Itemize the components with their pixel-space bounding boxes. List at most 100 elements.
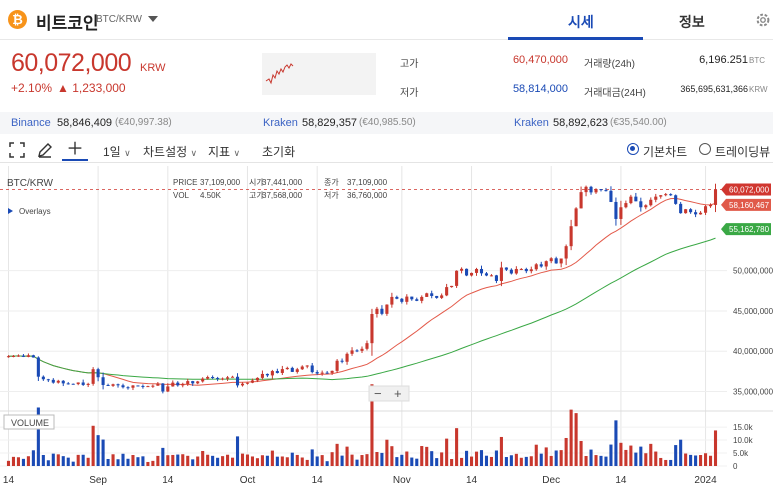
- legend-low-value: 36,760,000: [347, 191, 388, 200]
- candle-body: [235, 376, 240, 386]
- volume-bar: [450, 459, 454, 466]
- interval-label: 1일: [103, 145, 121, 159]
- candle-body: [36, 357, 40, 377]
- fullscreen-icon[interactable]: [8, 141, 26, 159]
- chevron-down-icon[interactable]: [146, 13, 160, 25]
- exchange-prices-bar: Binance 58,846,409 (€40,997.38) Kraken 5…: [0, 112, 773, 134]
- candle-body: [694, 212, 698, 215]
- candle-body: [415, 299, 419, 301]
- overlays-label[interactable]: Overlays: [19, 207, 51, 216]
- volume-bar: [544, 447, 548, 466]
- price-axis-tick: 50,000,000: [733, 267, 773, 276]
- volume-bar: [221, 456, 225, 466]
- exchange-price-eur: (€40,997.38): [115, 117, 172, 128]
- price-tag-box: [721, 223, 771, 236]
- candle-body: [395, 296, 399, 299]
- tradingview-label[interactable]: 트레이딩뷰: [715, 145, 771, 159]
- volume-bar: [713, 430, 718, 466]
- volume-bar: [370, 384, 374, 466]
- candle-body: [196, 381, 200, 384]
- chart-settings-menu[interactable]: 차트설정 ∨: [143, 143, 197, 160]
- price-axis-tick: 35,000,000: [733, 388, 773, 397]
- price-chart[interactable]: 50,000,000 45,000,000 40,000,000 35,000,000…: [0, 166, 773, 494]
- zoom-in-button[interactable]: +: [394, 386, 402, 401]
- volume-bar: [181, 454, 185, 466]
- candle-body: [350, 350, 354, 354]
- volume-bar: [245, 454, 250, 466]
- volume-bar: [315, 456, 319, 466]
- legend-high-value: 37,568,000: [262, 191, 303, 200]
- radio-tradingview[interactable]: [699, 143, 711, 155]
- candle-body: [400, 298, 404, 302]
- candle-body: [11, 355, 16, 357]
- zoom-controls-bg: [368, 385, 410, 402]
- exchange-name-kraken[interactable]: Kraken: [263, 117, 298, 129]
- volume-bar: [31, 450, 35, 466]
- zoom-controls: − +: [368, 385, 410, 402]
- gear-icon[interactable]: [754, 11, 772, 29]
- legend-high-label: 고가: [249, 191, 264, 200]
- candle-body: [420, 296, 424, 301]
- chart-grid: [0, 166, 773, 467]
- legend-low-label: 저가: [324, 191, 339, 200]
- candle-body: [589, 186, 593, 193]
- legend-vol-label: VOL: [173, 191, 190, 200]
- chart-symbol-label: BTC/KRW: [7, 178, 53, 189]
- exchange-name-binance[interactable]: Binance: [11, 117, 51, 129]
- radio-basic-chart[interactable]: [627, 143, 639, 155]
- volume-bar: [166, 455, 170, 466]
- candle-body: [649, 199, 653, 206]
- candle-body: [300, 366, 304, 370]
- exchange-name-kraken[interactable]: Kraken: [514, 117, 549, 129]
- volume-bar: [679, 439, 683, 466]
- tab-price[interactable]: 시세: [568, 14, 594, 30]
- candle-body: [161, 383, 165, 392]
- candle-body: [679, 203, 683, 214]
- chevron-down-icon: ∨: [233, 148, 241, 158]
- crosshair-icon[interactable]: [62, 139, 88, 161]
- volume-bar: [16, 457, 20, 466]
- pencil-icon[interactable]: [36, 141, 54, 159]
- tab-info[interactable]: 정보: [679, 14, 705, 30]
- volume-bar: [350, 454, 354, 466]
- volume-bar: [126, 458, 130, 466]
- candle-body: [226, 377, 230, 379]
- candle-body: [654, 196, 658, 200]
- volume-bar: [494, 450, 498, 466]
- candle-body: [684, 209, 688, 214]
- interval-select[interactable]: 1일 ∨: [103, 143, 131, 160]
- volume-bar: [345, 446, 349, 466]
- volume-bar: [604, 456, 608, 466]
- candle-body: [290, 367, 294, 372]
- candle-body: [380, 308, 384, 314]
- candle-body: [604, 190, 608, 192]
- volume-bar: [599, 455, 603, 466]
- volume-bar: [206, 454, 210, 466]
- price-tags: 60,072,000 58,160,467 55,162,780: [721, 183, 771, 236]
- volume-bar: [240, 453, 245, 466]
- candle-body: [425, 293, 429, 297]
- candle-body: [494, 275, 498, 281]
- basic-chart-label[interactable]: 기본차트: [643, 145, 688, 159]
- candle-body: [156, 383, 160, 386]
- candle-body: [355, 350, 359, 352]
- candle-body: [445, 287, 449, 296]
- volume-bar: [186, 455, 190, 466]
- volume-bar: [250, 456, 255, 466]
- volume-bar: [484, 455, 489, 466]
- candle-body: [245, 382, 250, 384]
- candle-body: [544, 261, 548, 267]
- zoom-out-button[interactable]: −: [374, 386, 382, 401]
- time-axis-tick: Nov: [393, 475, 411, 486]
- candle-body: [669, 194, 673, 196]
- volume-bar: [474, 451, 479, 466]
- indicators-menu[interactable]: 지표 ∨: [208, 143, 240, 160]
- candle-body: [659, 195, 663, 197]
- volume-bar: [549, 455, 553, 466]
- volume-bar: [504, 457, 508, 466]
- reset-button[interactable]: 초기화: [262, 145, 296, 159]
- candle-body: [141, 385, 145, 387]
- chart-canvas[interactable]: 50,000,000 45,000,000 40,000,000 35,000,000…: [0, 166, 773, 494]
- candle-body: [584, 186, 588, 193]
- overlays-toggle-icon[interactable]: [8, 208, 13, 214]
